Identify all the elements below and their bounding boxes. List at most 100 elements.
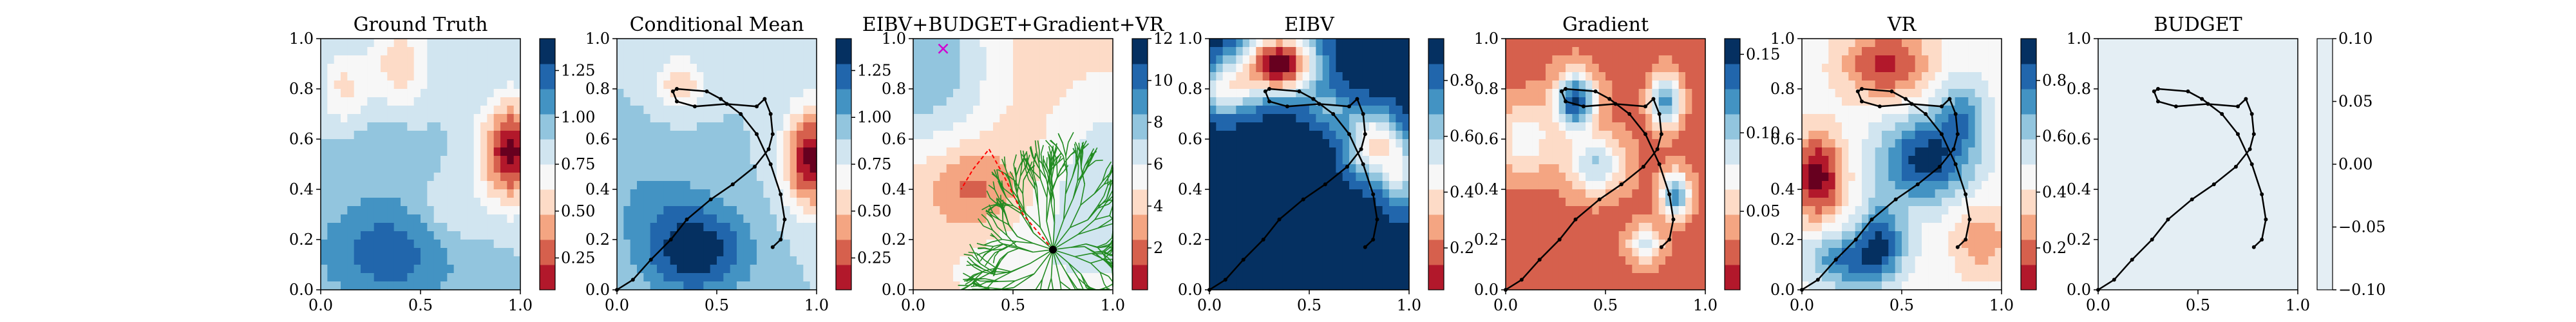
- heatmap-cell: [920, 273, 927, 282]
- heatmap-cell: [810, 189, 817, 198]
- heatmap-cell: [1362, 39, 1370, 48]
- heatmap-cell: [1389, 273, 1396, 282]
- heatmap-cell: [1369, 206, 1376, 215]
- heatmap-cell: [737, 72, 744, 81]
- heatmap-cell: [1039, 72, 1047, 81]
- tree-edge: [987, 219, 993, 231]
- y-tick-label: 1.0: [1178, 30, 1202, 48]
- heatmap-cell: [1229, 47, 1236, 56]
- heatmap-cell: [374, 55, 381, 64]
- heatmap-cell: [683, 97, 691, 106]
- heatmap-cell: [617, 97, 624, 106]
- heatmap-cell: [1216, 114, 1224, 123]
- heatmap-cell: [770, 281, 777, 290]
- heatmap-cell: [1086, 273, 1094, 282]
- heatmap-cell: [1269, 240, 1276, 249]
- heatmap-cell: [341, 181, 348, 190]
- heatmap-cell: [334, 273, 341, 282]
- heatmap-cell: [803, 39, 811, 48]
- heatmap-cell: [367, 122, 375, 131]
- heatmap-cell: [657, 97, 664, 106]
- heatmap-cell: [723, 214, 731, 223]
- heatmap-cell: [1356, 131, 1363, 140]
- heatmap-cell: [630, 147, 638, 156]
- heatmap-cell: [1316, 122, 1323, 131]
- heatmap-cell: [361, 231, 368, 240]
- heatmap-cell: [1632, 97, 1640, 106]
- heatmap-cell: [1269, 147, 1276, 156]
- heatmap-cell: [670, 181, 677, 190]
- heatmap-cell: [1039, 147, 1047, 156]
- heatmap-cell: [803, 231, 811, 240]
- heatmap-cell: [1369, 256, 1376, 265]
- heatmap-cell: [487, 248, 495, 257]
- heatmap-cell: [1316, 47, 1323, 56]
- heatmap-cell: [790, 256, 797, 265]
- heatmap-cell: [643, 281, 651, 290]
- heatmap-cell: [637, 122, 644, 131]
- heatmap-cell: [1552, 97, 1560, 106]
- heatmap-cell: [750, 72, 757, 81]
- heatmap-cell: [1362, 106, 1370, 115]
- heatmap-cell: [1369, 131, 1376, 140]
- heatmap-cell: [1566, 89, 1573, 98]
- heatmap-cell: [803, 248, 811, 257]
- heatmap-cell: [1222, 122, 1230, 131]
- heatmap-cell: [1652, 122, 1660, 131]
- heatmap-cell: [770, 72, 777, 81]
- heatmap-cell: [1209, 80, 1217, 90]
- heatmap-cell: [1396, 248, 1403, 257]
- heatmap-cell: [1289, 273, 1296, 282]
- heatmap-cell: [797, 189, 804, 198]
- heatmap-cell: [1592, 47, 1600, 56]
- heatmap-cell: [1039, 89, 1047, 98]
- trajectory-waypoint: [779, 238, 783, 242]
- x-tick-label: 1.0: [1397, 296, 1421, 314]
- heatmap-cell: [1369, 89, 1376, 98]
- colorbar: 0.250.500.751.001.25: [835, 38, 891, 290]
- trajectory-waypoint: [770, 245, 775, 249]
- trajectory-waypoint: [685, 217, 689, 222]
- heatmap-cell: [730, 189, 737, 198]
- tree-edge: [1068, 262, 1082, 275]
- heatmap-cell: [690, 39, 697, 48]
- tree-edge: [990, 232, 996, 238]
- heatmap-cell: [1329, 256, 1336, 265]
- heatmap-cell: [1099, 97, 1107, 106]
- heatmap-cell: [1598, 122, 1606, 131]
- heatmap-cell: [777, 147, 784, 156]
- heatmap-cell: [946, 89, 954, 98]
- heatmap-cell: [1276, 240, 1283, 249]
- heatmap-cell: [1099, 206, 1107, 215]
- heatmap-cell: [1256, 147, 1264, 156]
- heatmap-cell: [770, 240, 777, 249]
- heatmap-cell: [750, 189, 757, 198]
- heatmap-cell: [1612, 64, 1620, 73]
- heatmap-cell: [1019, 72, 1027, 81]
- tree-edge: [1106, 188, 1110, 200]
- heatmap-cell: [513, 55, 521, 64]
- heatmap-cell: [1598, 106, 1606, 115]
- heatmap-cell: [334, 206, 341, 215]
- heatmap-cell: [1605, 97, 1613, 106]
- heatmap-cell: [513, 265, 521, 274]
- heatmap-cell: [1552, 64, 1560, 73]
- heatmap-cell: [1033, 248, 1040, 257]
- heatmap-cell: [1276, 206, 1283, 215]
- heatmap-cell: [427, 223, 435, 232]
- heatmap-cell: [770, 164, 777, 173]
- heatmap-cell: [440, 106, 448, 115]
- heatmap-cell: [763, 156, 771, 165]
- heatmap-cell: [421, 273, 428, 282]
- heatmap-cell: [663, 72, 671, 81]
- heatmap-cell: [1242, 198, 1250, 207]
- heatmap-cell: [374, 240, 381, 249]
- heatmap-cell: [1376, 256, 1383, 265]
- heatmap-cell: [790, 164, 797, 173]
- heatmap-cell: [1316, 256, 1323, 265]
- heatmap-cell: [966, 106, 974, 115]
- heatmap-cell: [1349, 64, 1356, 73]
- heatmap-cell: [1053, 47, 1060, 56]
- heatmap-cell: [690, 131, 697, 140]
- heatmap-cell: [1046, 223, 1054, 232]
